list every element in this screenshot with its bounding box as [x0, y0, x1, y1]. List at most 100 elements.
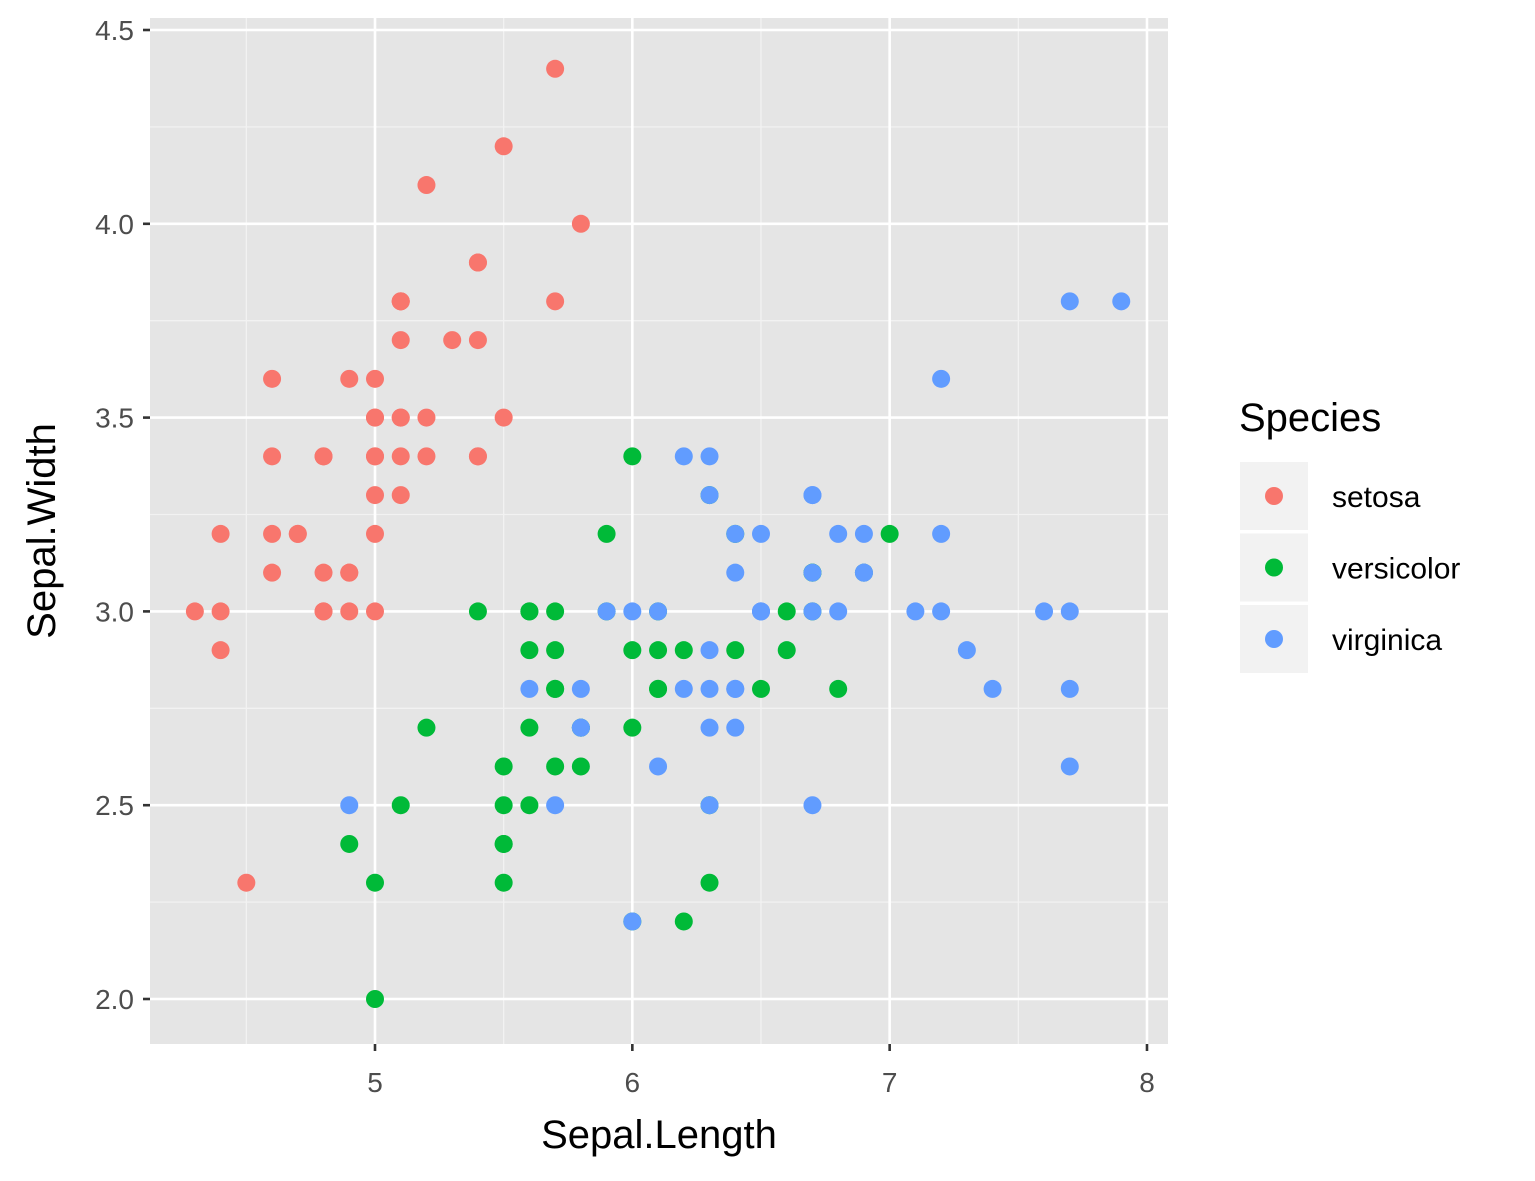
point-versicolor — [391, 796, 410, 815]
point-virginica — [700, 718, 719, 737]
point-setosa — [340, 369, 359, 388]
point-setosa — [314, 447, 333, 466]
point-virginica — [674, 679, 693, 698]
point-versicolor — [520, 602, 539, 621]
point-setosa — [391, 408, 410, 427]
legend-label-versicolor: versicolor — [1332, 553, 1460, 586]
point-setosa — [417, 447, 436, 466]
legend-marker-versicolor — [1265, 558, 1283, 577]
legend-marker-virginica — [1265, 630, 1283, 648]
point-virginica — [932, 369, 951, 388]
y-axis-title: Sepal.Width — [20, 423, 64, 639]
point-setosa — [211, 641, 230, 660]
point-versicolor — [340, 834, 359, 853]
y-axis: 2.0 2.5 3.0 3.5 4.0 4.5 — [95, 15, 150, 1015]
point-versicolor — [751, 679, 770, 698]
point-virginica — [906, 602, 925, 621]
point-versicolor — [494, 796, 513, 815]
point-setosa — [366, 447, 384, 466]
point-setosa — [211, 524, 230, 543]
point-virginica — [597, 602, 616, 621]
point-setosa — [494, 137, 513, 156]
point-virginica — [1112, 292, 1131, 311]
point-versicolor — [623, 447, 642, 466]
point-versicolor — [674, 641, 693, 660]
point-versicolor — [726, 641, 745, 660]
x-tick-label: 5 — [367, 1067, 383, 1098]
point-setosa — [366, 524, 384, 543]
point-versicolor — [546, 757, 565, 776]
point-setosa — [391, 292, 410, 311]
point-setosa — [546, 59, 565, 78]
point-virginica — [1060, 602, 1079, 621]
y-tick-label: 2.5 — [95, 790, 134, 821]
point-versicolor — [674, 912, 693, 931]
point-virginica — [854, 563, 873, 582]
point-virginica — [1060, 292, 1079, 311]
point-versicolor — [546, 602, 565, 621]
point-virginica — [829, 524, 848, 543]
point-versicolor — [520, 641, 539, 660]
point-setosa — [237, 873, 256, 892]
point-versicolor — [468, 602, 487, 621]
point-virginica — [803, 563, 822, 582]
point-virginica — [1060, 679, 1079, 698]
point-setosa — [468, 253, 487, 272]
point-versicolor — [494, 873, 513, 892]
point-virginica — [751, 524, 770, 543]
point-versicolor — [546, 641, 565, 660]
point-versicolor — [417, 718, 436, 737]
point-virginica — [700, 641, 719, 660]
point-virginica — [932, 524, 951, 543]
x-tick-label: 8 — [1139, 1067, 1155, 1098]
point-virginica — [957, 641, 976, 660]
point-virginica — [700, 486, 719, 505]
point-versicolor — [777, 641, 796, 660]
point-virginica — [854, 524, 873, 543]
legend-label-virginica: virginica — [1332, 624, 1442, 657]
legend-title: Species — [1239, 396, 1381, 440]
point-versicolor — [520, 718, 539, 737]
point-setosa — [185, 602, 204, 621]
y-tick-label: 3.0 — [95, 596, 134, 627]
point-setosa — [314, 563, 333, 582]
point-virginica — [726, 563, 745, 582]
point-virginica — [803, 796, 822, 815]
point-setosa — [366, 602, 384, 621]
point-versicolor — [597, 524, 616, 543]
point-versicolor — [520, 796, 539, 815]
point-virginica — [803, 486, 822, 505]
point-versicolor — [494, 757, 513, 776]
data-points — [185, 59, 1131, 1008]
point-setosa — [391, 331, 410, 350]
point-virginica — [623, 602, 642, 621]
point-setosa — [288, 524, 307, 543]
point-setosa — [366, 369, 384, 388]
point-versicolor — [546, 679, 565, 698]
point-virginica — [983, 679, 1002, 698]
point-virginica — [623, 912, 642, 931]
point-setosa — [494, 408, 513, 427]
point-setosa — [391, 447, 410, 466]
point-setosa — [546, 292, 565, 311]
point-virginica — [751, 602, 770, 621]
point-virginica — [649, 602, 668, 621]
point-versicolor — [494, 834, 513, 853]
point-virginica — [674, 447, 693, 466]
point-setosa — [443, 331, 462, 350]
point-versicolor — [649, 679, 668, 698]
plot-panel — [150, 18, 1168, 1044]
x-axis-title: Sepal.Length — [541, 1113, 777, 1157]
legend: Species setosa versicolor virginica — [1239, 396, 1460, 673]
point-setosa — [366, 486, 384, 505]
point-setosa — [340, 563, 359, 582]
x-tick-label: 7 — [882, 1067, 898, 1098]
point-versicolor — [366, 990, 384, 1008]
x-axis: 5 6 7 8 — [367, 1044, 1155, 1098]
point-virginica — [571, 718, 590, 737]
point-setosa — [391, 486, 410, 505]
point-versicolor — [571, 757, 590, 776]
point-versicolor — [649, 641, 668, 660]
point-virginica — [726, 679, 745, 698]
point-virginica — [700, 679, 719, 698]
